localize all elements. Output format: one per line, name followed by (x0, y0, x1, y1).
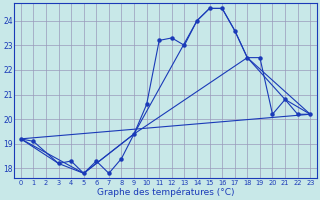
X-axis label: Graphe des températures (°C): Graphe des températures (°C) (97, 187, 234, 197)
